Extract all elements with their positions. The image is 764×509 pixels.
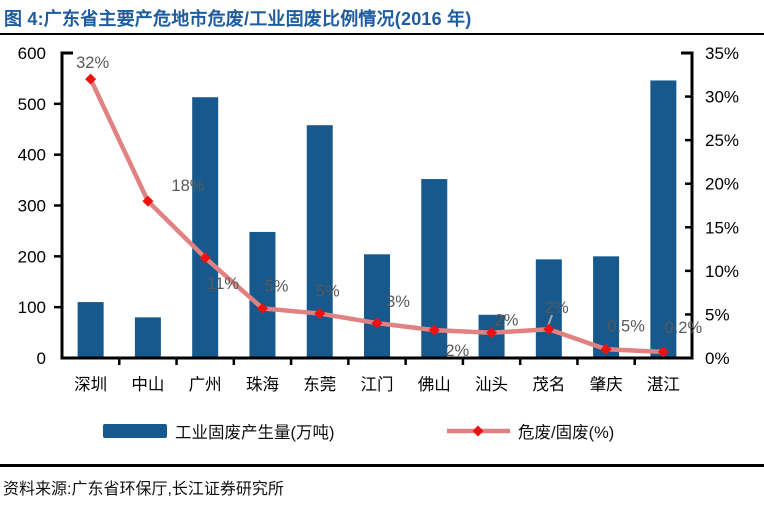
x-category-label: 佛山 xyxy=(418,375,451,394)
x-category-label: 茂名 xyxy=(532,375,565,394)
combo-chart: 0 100 200 300 400 500 600 0% 5% 10% 15% 20% 25% 30% 35… xyxy=(18,44,739,442)
legend-line-marker xyxy=(472,425,484,437)
right-axis-label: 15% xyxy=(705,218,739,237)
data-label-8: 2% xyxy=(545,299,569,317)
bar-2 xyxy=(192,97,219,358)
line-marker-0 xyxy=(85,73,97,85)
left-axis-label: 200 xyxy=(18,247,46,266)
bar-1 xyxy=(134,317,161,358)
legend-bar-swatch xyxy=(103,424,167,438)
data-label-7: 2% xyxy=(495,312,519,330)
right-axis-label: 10% xyxy=(705,262,739,281)
x-category-label: 深圳 xyxy=(74,375,107,394)
bar-0 xyxy=(77,302,104,358)
right-axis-label: 30% xyxy=(705,88,739,107)
line-marker-7 xyxy=(486,327,498,339)
x-category-label: 珠海 xyxy=(246,375,279,394)
line-marker-2 xyxy=(199,252,211,264)
left-axis-label: 500 xyxy=(18,95,46,114)
line-marker-3 xyxy=(256,302,268,314)
line-marker-8 xyxy=(543,323,555,335)
x-category-label: 汕头 xyxy=(475,375,508,394)
legend-bar-label: 工业固废产生量(万吨) xyxy=(175,423,335,442)
source-divider xyxy=(0,464,764,467)
data-label-2: 11% xyxy=(207,275,239,293)
x-category-label: 肇庆 xyxy=(590,375,623,394)
bar-3 xyxy=(249,231,276,358)
bar-4 xyxy=(306,125,333,358)
line-marker-6 xyxy=(428,324,440,336)
x-category-label: 江门 xyxy=(361,375,394,394)
data-label-9: 0.5% xyxy=(607,317,645,335)
right-axis-label: 25% xyxy=(705,131,739,150)
left-axis-label: 400 xyxy=(18,146,46,165)
left-axis-label: 600 xyxy=(18,44,46,63)
data-label-3: 5% xyxy=(265,277,289,295)
x-category-label: 中山 xyxy=(131,375,164,394)
line-marker-5 xyxy=(371,317,383,329)
bar-9 xyxy=(593,256,620,358)
source-note: 资料来源:广东省环保厅,长江证券研究所 xyxy=(3,481,284,498)
title-divider xyxy=(0,33,764,35)
left-axis-label: 0 xyxy=(37,349,46,368)
left-axis-label: 100 xyxy=(18,298,46,317)
data-label-1: 18% xyxy=(171,177,204,195)
left-axis-label: 300 xyxy=(18,197,46,216)
bar-5 xyxy=(364,254,390,358)
x-category-label: 东莞 xyxy=(303,375,336,394)
line-marker-9 xyxy=(600,343,612,355)
right-axis-label: 35% xyxy=(705,44,739,63)
data-label-6: 2% xyxy=(445,342,469,360)
line-marker-10 xyxy=(657,346,669,358)
bar-8 xyxy=(535,259,562,358)
data-label-4: 5% xyxy=(316,283,340,301)
x-category-label: 湛江 xyxy=(647,375,680,394)
figure-title: 图 4:广东省主要产危地市危废/工业固废比例情况(2016 年) xyxy=(4,9,472,29)
data-label-0: 32% xyxy=(76,54,109,72)
line-marker-4 xyxy=(314,308,326,320)
legend-line-label: 危废/固废(%) xyxy=(518,423,614,442)
right-axis-label: 5% xyxy=(705,305,730,324)
x-category-label: 广州 xyxy=(189,375,222,394)
line-marker-1 xyxy=(142,195,154,207)
right-axis-label: 0% xyxy=(705,349,730,368)
bar-10 xyxy=(650,80,677,358)
data-label-10: 0.2% xyxy=(665,319,703,337)
right-axis-label: 20% xyxy=(705,175,739,194)
data-label-5: 3% xyxy=(386,293,410,311)
